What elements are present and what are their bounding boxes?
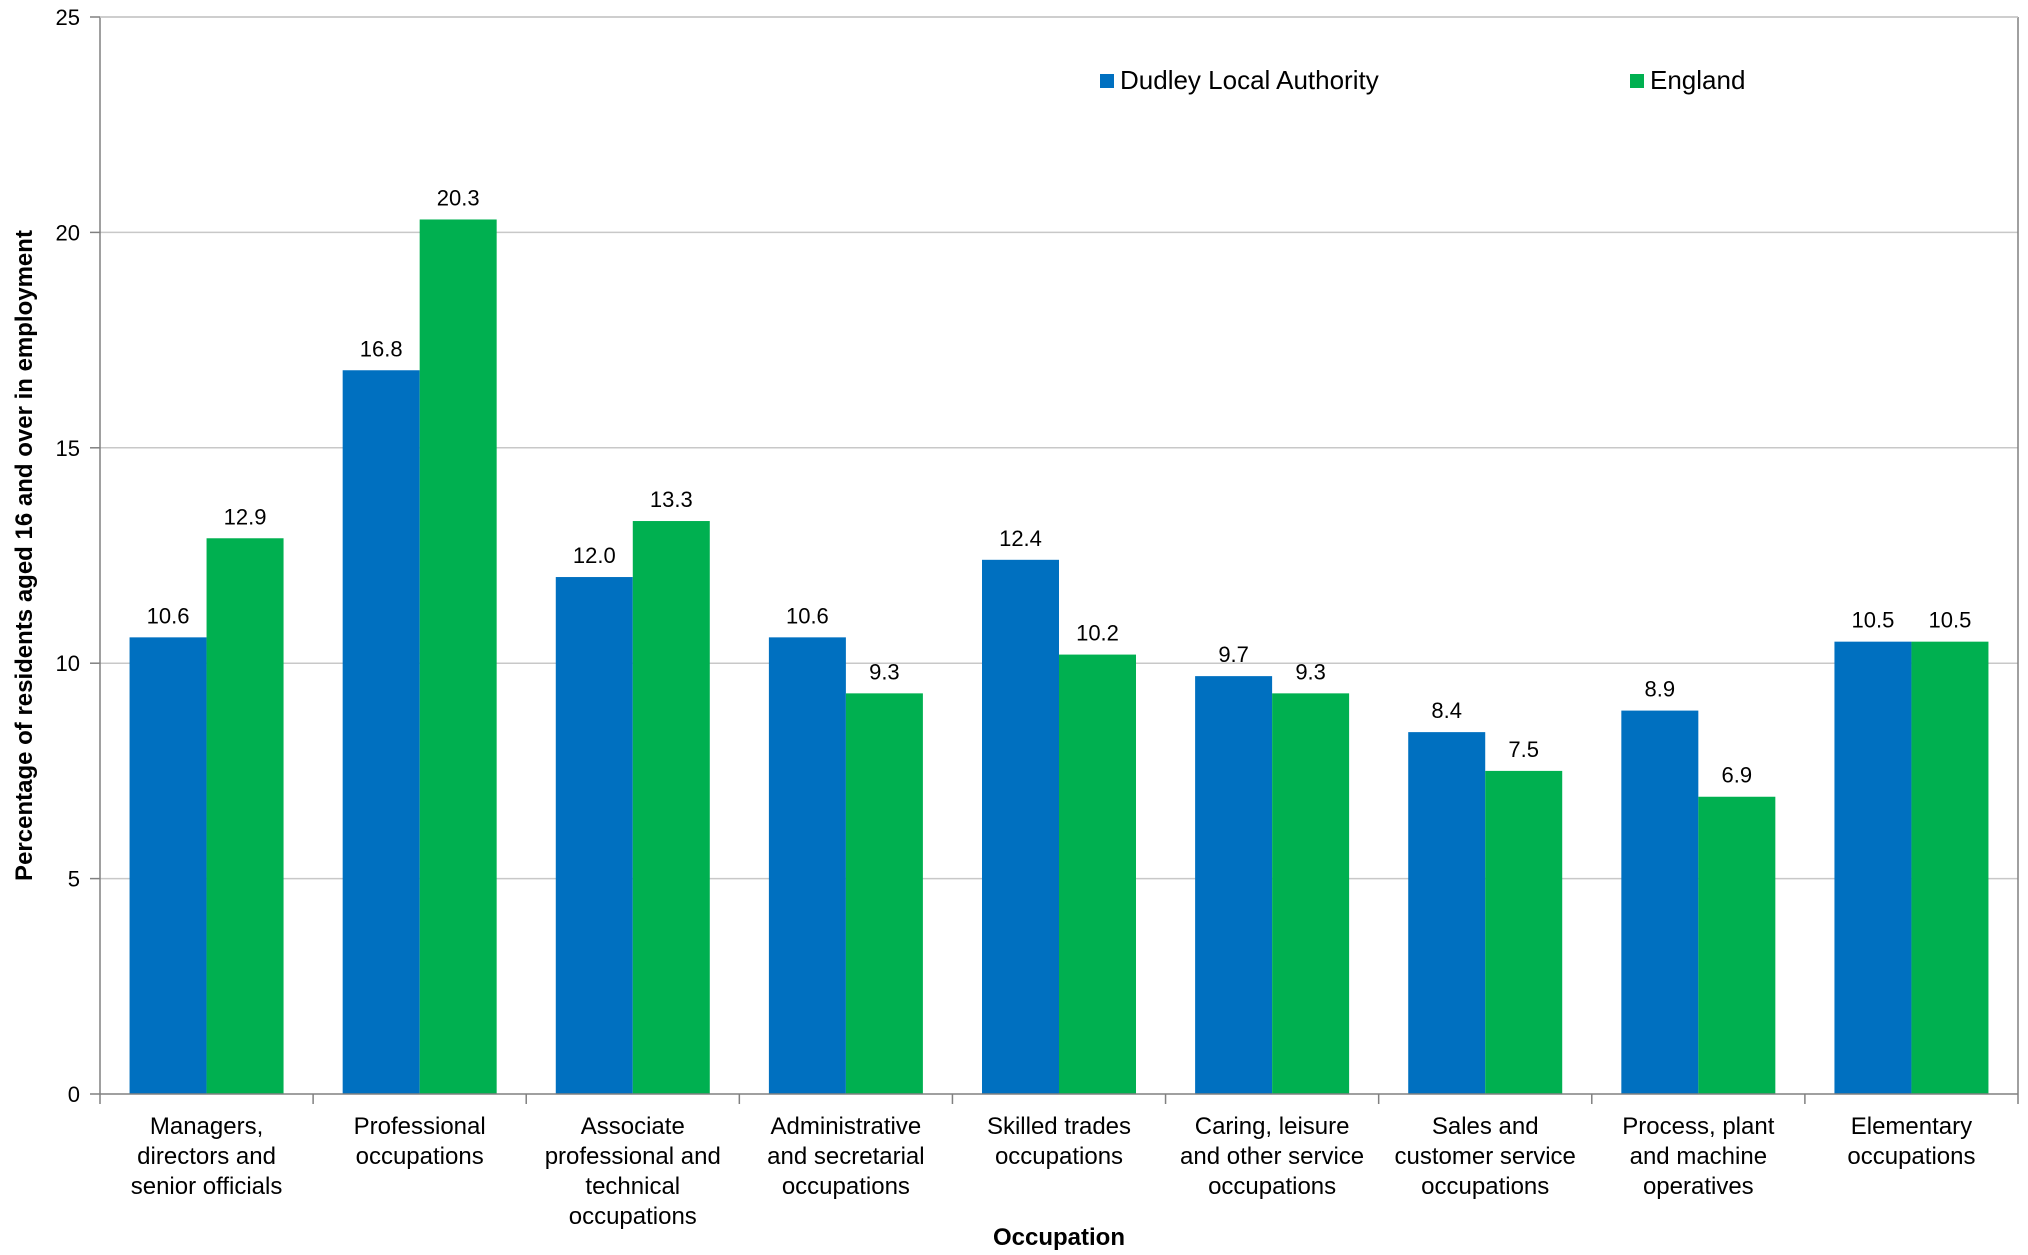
x-category-labels: Managers, directors and senior officials Pr… [131, 1113, 1976, 1230]
bar-england [419, 219, 497, 1094]
legend-swatch [1100, 74, 1114, 88]
y-tick-label: 25 [56, 5, 80, 30]
y-tick-label: 20 [56, 220, 80, 245]
bar-england [845, 693, 923, 1094]
bar-england [1059, 654, 1136, 1094]
bar-dudley-local-authority [1621, 710, 1699, 1094]
x-category-label: Professional occupations [354, 1113, 486, 1170]
bar-dudley-local-authority [555, 577, 633, 1094]
data-label: 9.7 [1218, 642, 1249, 667]
bar-dudley-local-authority [342, 370, 420, 1095]
data-labels: 10.6 12.9 16.8 20.3 12.0 13.3 10.6 9.3 12.4 10.2 9… [147, 185, 1972, 787]
y-tick-label: 0 [68, 1082, 80, 1107]
data-label: 16.8 [360, 336, 403, 361]
data-label: 7.5 [1508, 737, 1539, 762]
data-label: 10.2 [1076, 621, 1119, 646]
x-category-label: Skilled trades occupations [987, 1113, 1131, 1170]
axes [90, 16, 2019, 1104]
data-label: 8.9 [1645, 677, 1676, 702]
bar-england [632, 521, 710, 1094]
data-label: 20.3 [437, 185, 480, 210]
bar-dudley-local-authority [768, 637, 846, 1094]
data-label: 12.0 [573, 543, 616, 568]
data-label: 12.9 [224, 504, 267, 529]
y-tick-label: 10 [56, 651, 80, 676]
x-category-label: Elementary occupations [1847, 1113, 1975, 1170]
bar-england [206, 538, 284, 1094]
x-category-label: Sales and customer service occupations [1395, 1113, 1576, 1200]
bar-dudley-local-authority [1195, 676, 1273, 1094]
data-label: 10.6 [147, 603, 190, 628]
x-category-label: Managers, directors and senior officials [131, 1113, 283, 1200]
bar-dudley-local-authority [129, 637, 207, 1094]
x-category-label: Process, plant and machine operatives [1622, 1113, 1774, 1200]
legend: Dudley Local Authority England [1100, 65, 1745, 95]
bar-dudley-local-authority [1408, 732, 1486, 1094]
y-tick-labels: 0 5 10 15 20 25 [56, 5, 80, 1107]
y-tick-label: 5 [68, 867, 80, 892]
bar-dudley-local-authority [982, 559, 1059, 1094]
x-category-label: Administrative and secretarial occupations [767, 1113, 924, 1200]
bar-england [1485, 770, 1563, 1094]
bar-dudley-local-authority [1834, 641, 1912, 1094]
data-label: 6.9 [1722, 763, 1753, 788]
data-label: 10.5 [1852, 608, 1895, 633]
bar-england [1911, 641, 1989, 1094]
x-category-label: Associate professional and technical occupa… [545, 1113, 721, 1230]
bar-england [1698, 796, 1776, 1094]
y-tick-label: 15 [56, 436, 80, 461]
legend-label: Dudley Local Authority [1120, 65, 1379, 95]
data-label: 13.3 [650, 487, 693, 512]
x-axis-title: Occupation [993, 1224, 1125, 1251]
bar-england [1272, 693, 1350, 1094]
data-label: 10.6 [786, 603, 829, 628]
bars [129, 219, 1989, 1095]
data-label: 9.3 [869, 659, 900, 684]
data-label: 12.4 [999, 526, 1042, 551]
x-category-label: Caring, leisure and other service occupati… [1180, 1113, 1364, 1200]
data-label: 10.5 [1929, 608, 1972, 633]
legend-label: England [1650, 65, 1745, 95]
y-axis-title: Percentage of residents aged 16 and over… [11, 230, 38, 881]
data-label: 9.3 [1295, 659, 1326, 684]
data-label: 8.4 [1431, 698, 1462, 723]
legend-swatch [1630, 74, 1644, 88]
